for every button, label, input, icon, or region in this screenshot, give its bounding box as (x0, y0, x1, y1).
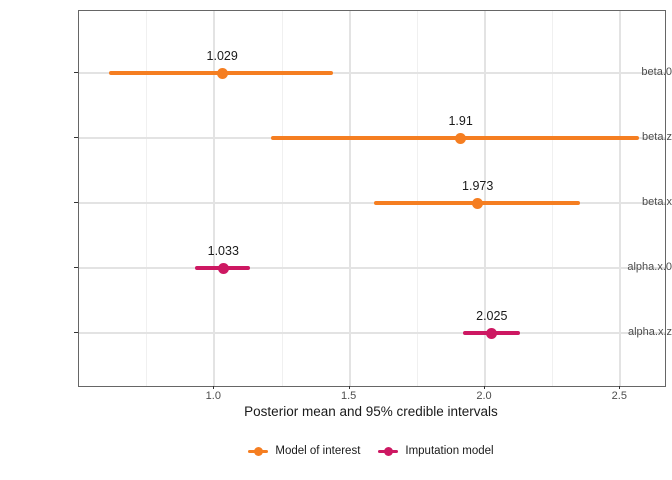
posterior-mean-point (472, 197, 484, 209)
x-tick-label: 1.5 (341, 390, 357, 402)
posterior-mean-point (455, 132, 467, 144)
x-tick-mark (619, 386, 621, 389)
x-tick-mark (484, 386, 485, 389)
y-tick-mark (74, 71, 78, 73)
y-axis-label: beta.0 (641, 65, 672, 78)
y-axis-label: alpha.x.z (627, 325, 672, 338)
legend-item: Imputation model (378, 445, 494, 457)
pointrange-key-icon (248, 445, 269, 457)
legend: Model of interest Imputation model (78, 443, 664, 459)
gridline-major (79, 72, 665, 74)
gridline-minor (552, 11, 554, 386)
x-tick-mark (213, 386, 215, 389)
gridline-minor (281, 11, 283, 386)
legend-label: Model of interest (275, 445, 361, 457)
gridline-minor (416, 11, 418, 386)
point-value-label: 1.973 (462, 179, 494, 193)
point-value-label: 2.025 (476, 309, 508, 323)
y-tick-mark (74, 201, 78, 203)
gridline-major (348, 11, 351, 386)
y-tick-mark (74, 266, 78, 268)
gridline-major (213, 11, 216, 386)
legend-label: Imputation model (405, 445, 494, 457)
point-value-label: 1.91 (448, 114, 473, 128)
y-axis-label: beta.x (642, 195, 672, 208)
gridline-major (484, 11, 486, 386)
x-tick-label: 1.0 (205, 390, 221, 402)
legend-item: Model of interest (248, 445, 360, 457)
pointrange-key-icon (378, 445, 399, 457)
point-value-label: 1.029 (206, 49, 238, 63)
gridline-major (79, 267, 665, 269)
legend-key-dot (253, 446, 263, 456)
x-tick-label: 2.0 (476, 390, 492, 402)
gridline-major (79, 332, 665, 334)
x-axis-title: Posterior mean and 95% credible interval… (244, 404, 498, 419)
y-axis-label: beta.z (642, 130, 672, 143)
gridline-major (79, 202, 665, 204)
y-tick-mark (74, 136, 78, 138)
x-tick-label: 2.5 (611, 390, 627, 402)
legend-key-dot (383, 446, 393, 456)
y-axis-label: alpha.x.0 (627, 260, 672, 273)
gridline-minor (146, 11, 148, 386)
point-value-label: 1.033 (207, 244, 239, 258)
posterior-mean-point (486, 327, 498, 339)
x-tick-mark (348, 386, 350, 389)
posterior-mean-point (217, 262, 229, 274)
gridline-major (619, 11, 622, 386)
posterior-mean-point (216, 67, 228, 79)
y-tick-mark (74, 331, 78, 333)
plot-panel: 1.029 1.91 1.973 1.033 2.025 (78, 10, 666, 387)
